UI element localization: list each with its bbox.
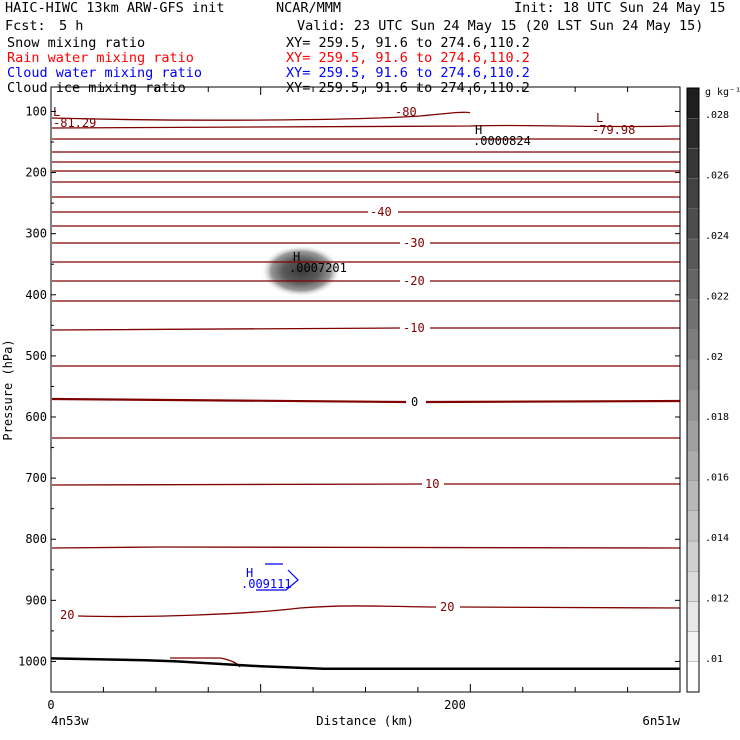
colorbar-tick-label: .014 [705,533,729,544]
y-tick-label: 1000 [18,654,47,668]
colorbar-tick-label: .01 [705,654,723,665]
x-tick-label: 0 [47,698,54,712]
chart-title: HAIC-HIWC 13km ARW-GFS init [5,0,225,16]
isotherm [51,546,681,549]
valid-time: Valid: 23 UTC Sun 24 May 15 (20 LST Sun … [297,18,704,34]
field-xy-cloud-water: XY= 259.5, 91.6 to 274.6,110.2 [286,65,530,81]
contour-label: 20 [440,600,454,614]
low-marker: L [596,111,603,125]
y-tick-label: 600 [25,410,47,424]
colorbar-swatch [686,208,700,240]
high-value: .009111 [241,577,292,591]
plot-frame [50,86,681,693]
forecast-label: Fcst: [5,18,46,34]
contour-label: -80 [395,105,417,119]
isotherm [51,124,681,129]
colorbar-swatch [686,480,700,512]
y-tick-label: 500 [25,349,47,363]
contour-labels: -80 -40 -30 -20 -10 0 10 20 20 [60,105,454,622]
colorbar-swatch [686,450,700,481]
init-time: Init: 18 UTC Sun 24 May 15 [514,0,726,16]
isotherm-20 [77,605,681,618]
colorbar-swatch [686,540,700,572]
x-axis [50,87,681,692]
isotherm-minus-80 [51,111,471,121]
colorbar-tick-label: .012 [705,593,729,604]
colorbar-tick-label: .028 [705,110,729,121]
colorbar-swatch [686,299,700,330]
field-label-cloud-ice: Cloud ice mixing ratio [7,80,186,96]
colorbar-tick-label: .016 [705,473,729,484]
low-value: -81.29 [53,116,96,130]
low-value: -79.98 [592,123,635,137]
contour-label: 10 [425,477,439,491]
colorbar-tick-label: .02 [705,352,723,363]
x-axis-title: Distance (km) [316,713,414,728]
isotherm-minus-10 [51,327,680,331]
colorbar-swatch [686,420,700,451]
isotherms [51,111,681,668]
colorbar-swatch [686,510,700,542]
model-center: NCAR/MMM [276,0,342,16]
colorbar-swatch [686,359,700,391]
terrain-line [50,657,680,671]
contour-label: -10 [403,321,425,335]
colorbar-swatch [686,571,700,602]
colorbar-swatch [686,661,700,693]
colorbar-swatch [686,178,700,210]
high-value: .0000824 [473,134,531,148]
isotherm-zero [51,397,681,404]
contour-label: 0 [411,395,418,409]
colorbar-tick-label: .024 [705,231,729,242]
forecast-hours: 5 h [59,18,84,34]
colorbar-swatch [686,87,700,119]
colorbar: .01 .012 .014 .016 .018 .02 .022 .024 .026 .028 [686,87,729,693]
colorbar-frame [686,87,700,693]
y-tick-label: 100 [25,104,47,118]
y-tick-label: 300 [25,227,47,241]
low-marker: L [53,105,60,119]
y-tick-label: 200 [25,166,47,180]
field-xy-cloud-ice: XY= 259.5, 91.6 to 274.6,110.2 [286,80,530,96]
colorbar-swatch [686,329,700,361]
x-right-location: 6n51w [642,713,680,728]
field-xy-snow: XY= 259.5, 91.6 to 274.6,110.2 [286,35,530,51]
colorbar-swatch [686,389,700,421]
isotherm-10 [51,483,680,486]
field-label-rain: Rain water mixing ratio [7,50,194,66]
colorbar-unit: g kg⁻¹ [705,87,740,98]
field-label-snow: Snow mixing ratio [7,35,146,51]
y-axis-title: Pressure (hPa) [1,339,15,440]
y-tick-label: 900 [25,593,47,607]
high-marker: H [475,123,482,137]
cloud-ice-shading [261,245,341,297]
y-tick-label: 400 [25,288,47,302]
contour-label: -30 [403,236,425,250]
y-tick-label: 700 [25,471,47,485]
colorbar-swatch [686,117,700,149]
colorbar-swatch [686,148,700,179]
colorbar-tick-label: .018 [705,412,729,423]
high-marker: H [246,566,253,580]
contour-label: -40 [370,205,392,219]
colorbar-swatch [686,269,700,300]
field-label-cloud-water: Cloud water mixing ratio [7,65,203,81]
colorbar-swatch [686,238,700,270]
colorbar-tick-label: .026 [705,171,729,182]
colorbar-tick-label: .022 [705,291,729,302]
high-marker: H [293,250,300,264]
extrema: L -81.29 L -79.98 H .0000824 H .0007201 … [53,105,635,591]
x-tick-label: 200 [444,698,466,712]
high-value: .0007201 [289,261,347,275]
x-left-location: 4n53w [51,713,89,728]
cloud-water-contour [256,563,299,591]
y-tick-label: 800 [25,532,47,546]
colorbar-swatch [686,601,700,632]
colorbar-swatch [686,631,700,662]
contour-label: -20 [403,274,425,288]
field-xy-rain: XY= 259.5, 91.6 to 274.6,110.2 [286,50,530,66]
contour-label: 20 [60,608,74,622]
